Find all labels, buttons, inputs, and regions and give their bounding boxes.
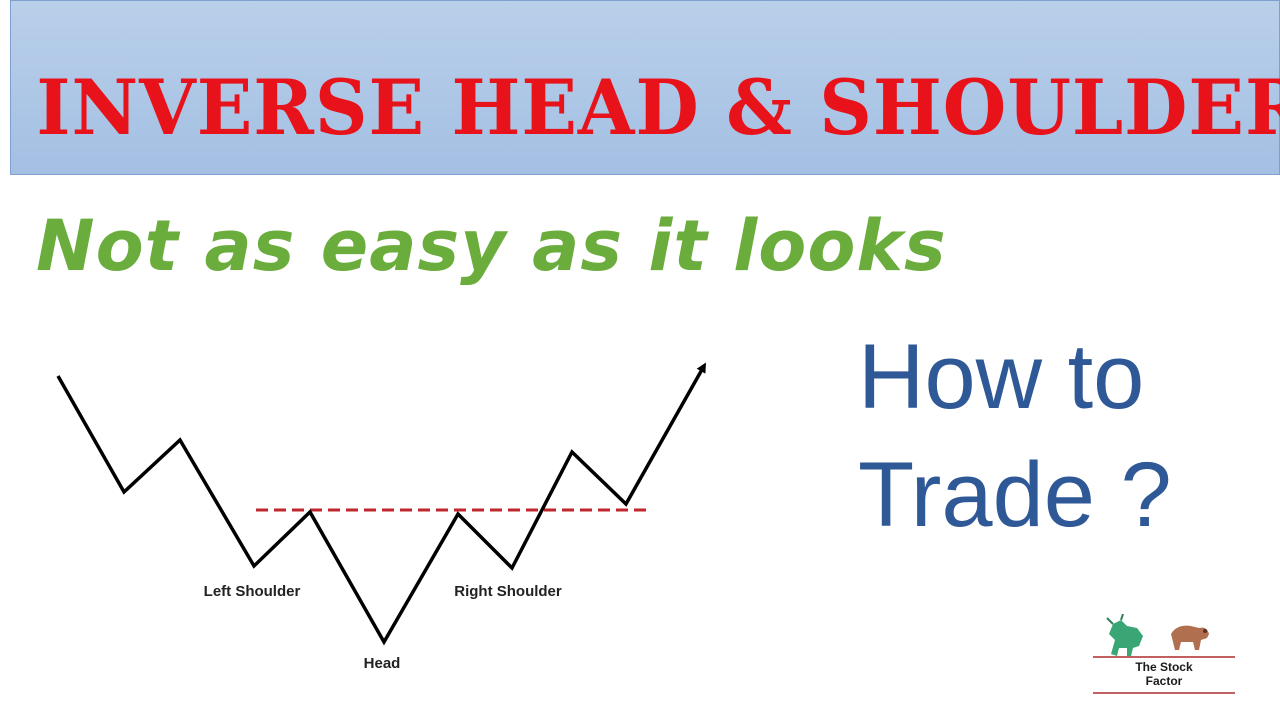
subtitle: Not as easy as it looks xyxy=(36,205,947,287)
inverse-head-shoulders-diagram: Left Shoulder Head Right Shoulder xyxy=(56,362,706,672)
how-to-trade-heading: How to Trade ? xyxy=(858,318,1258,554)
bull-icon xyxy=(1106,613,1143,656)
right-shoulder-label: Right Shoulder xyxy=(454,583,562,600)
bear-icon xyxy=(1171,625,1209,650)
heading-line-1: How to xyxy=(858,326,1145,428)
head-label: Head xyxy=(364,655,401,672)
price-path xyxy=(56,362,706,646)
logo-line-2: Factor xyxy=(1145,674,1183,688)
logo-art xyxy=(1106,613,1209,656)
left-shoulder-label: Left Shoulder xyxy=(204,583,301,600)
banner-title: INVERSE HEAD & SHOULDER xyxy=(36,63,1280,152)
logo-divider-top xyxy=(1093,656,1235,658)
title-banner: INVERSE HEAD & SHOULDER xyxy=(10,0,1280,175)
logo-line-1: The Stock xyxy=(1135,660,1193,674)
logo-divider-bottom xyxy=(1093,692,1235,694)
logo-text: The Stock Factor xyxy=(1093,660,1235,688)
the-stock-factor-logo: The Stock Factor xyxy=(1093,613,1235,696)
heading-line-2: Trade ? xyxy=(858,444,1172,546)
